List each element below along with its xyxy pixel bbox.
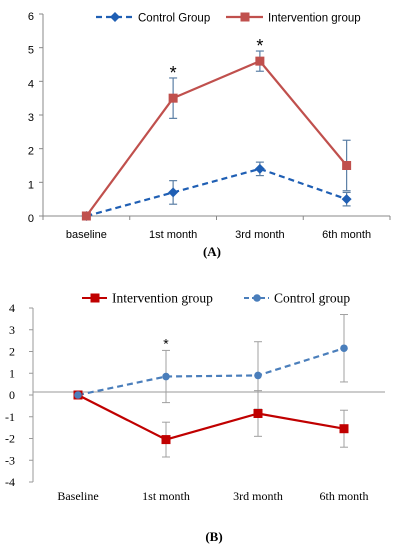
y-tick-label: 2 <box>28 146 34 158</box>
data-point <box>254 163 265 174</box>
x-tick-label: 1st month <box>149 229 197 241</box>
legend-marker <box>253 294 261 302</box>
series-line <box>77 394 345 441</box>
significance-marker: * <box>163 335 169 351</box>
significance-marker: * <box>170 63 177 83</box>
y-tick-label: -3 <box>5 453 15 467</box>
x-tick-label: 3rd month <box>233 489 283 503</box>
x-tick-label: 6th month <box>322 229 371 241</box>
series-line <box>85 59 348 217</box>
data-point <box>253 408 263 418</box>
y-tick-label: 1 <box>9 366 15 380</box>
y-tick-label: 0 <box>28 213 34 225</box>
y-tick-label: 0 <box>9 388 15 402</box>
panel-label-a: (A) <box>203 244 221 259</box>
data-point <box>168 93 178 103</box>
x-tick-label: baseline <box>66 229 107 241</box>
data-point <box>162 372 170 381</box>
x-tick-label: 6th month <box>319 489 368 503</box>
data-point <box>74 391 82 399</box>
y-tick-label: -4 <box>5 475 15 489</box>
data-point <box>255 56 265 66</box>
chart-panel-a: 0 1 2 3 4 5 6 baseline 1st month 3rd month 6th mo… <box>28 11 391 259</box>
legend-label: Intervention group <box>268 13 361 25</box>
data-point <box>341 194 352 205</box>
legend-label: Control Group <box>138 13 210 25</box>
legend-marker <box>240 12 250 22</box>
y-tick-label: 4 <box>9 301 15 315</box>
x-tick-label: Baseline <box>57 489 98 503</box>
data-point <box>339 424 349 434</box>
y-tick-label: 3 <box>9 323 15 337</box>
legend-label: Control group <box>274 291 350 306</box>
y-tick-label: 4 <box>28 78 34 90</box>
significance-marker: * <box>256 36 263 56</box>
legend-marker <box>110 12 120 22</box>
data-point <box>161 435 171 445</box>
y-tick-label: -1 <box>5 410 15 424</box>
y-tick-label: 6 <box>28 11 34 23</box>
y-tick-label: 1 <box>28 179 34 191</box>
data-point <box>81 211 91 221</box>
chart-panel-b: 4 3 2 1 0 -1 -2 -3 -4 Baseline 1st month 3rd month… <box>5 291 385 544</box>
y-tick-label: 3 <box>28 112 34 124</box>
data-point <box>342 161 352 170</box>
y-tick-label: 5 <box>28 45 34 57</box>
y-tick-label: 2 <box>9 345 15 359</box>
x-tick-label: 3rd month <box>235 229 285 241</box>
data-point <box>168 187 179 198</box>
x-tick-label: 1st month <box>142 489 190 503</box>
y-tick-label: -2 <box>5 432 15 446</box>
data-point <box>254 371 262 380</box>
series-line <box>77 347 345 397</box>
legend-label: Intervention group <box>112 291 213 306</box>
panel-label-b: (B) <box>205 529 222 544</box>
legend-marker <box>90 293 100 303</box>
series-line <box>86 167 347 218</box>
data-point <box>340 344 348 353</box>
